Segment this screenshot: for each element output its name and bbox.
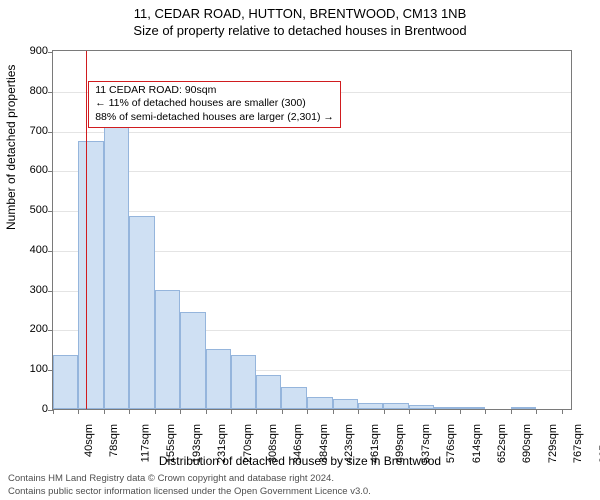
x-tick-label: 40sqm [83,424,95,457]
bar [281,387,307,409]
bar [256,375,281,409]
plot-area: 11 CEDAR ROAD: 90sqm← 11% of detached ho… [52,50,572,410]
y-tick-label: 500 [8,204,48,216]
y-tick-label: 300 [8,284,48,296]
bar [78,141,104,410]
bar [53,355,78,409]
annot-line-1: 11 CEDAR ROAD: 90sqm [95,84,334,98]
annot-line-2: ← 11% of detached houses are smaller (30… [95,97,334,111]
y-tick-label: 600 [8,164,48,176]
bar [434,407,459,409]
bar [206,349,231,409]
marker-line [86,51,87,409]
bar [409,405,434,409]
annotation-box: 11 CEDAR ROAD: 90sqm← 11% of detached ho… [88,81,341,128]
y-tick-label: 900 [8,45,48,57]
y-tick-label: 800 [8,85,48,97]
bar [155,290,180,409]
annot-line-3: 88% of semi-detached houses are larger (… [95,111,334,125]
title-sub: Size of property relative to detached ho… [0,21,600,38]
bar [307,397,332,409]
y-tick-label: 0 [8,403,48,415]
bar [358,403,383,409]
y-tick-label: 400 [8,244,48,256]
x-axis-label: Distribution of detached houses by size … [0,454,600,468]
footer: Contains HM Land Registry data © Crown c… [8,473,371,498]
y-tick-label: 700 [8,125,48,137]
y-tick-label: 200 [8,323,48,335]
y-tick-label: 100 [8,363,48,375]
footer-line-2: Contains public sector information licen… [8,486,371,498]
bar [511,407,536,409]
bar [231,355,256,409]
x-tick-label: 78sqm [108,424,120,457]
bar [459,407,484,409]
title-main: 11, CEDAR ROAD, HUTTON, BRENTWOOD, CM13 … [0,0,600,21]
bar [129,216,154,409]
bar [180,312,206,409]
bar [383,403,409,409]
bar [333,399,358,409]
chart-container: 11, CEDAR ROAD, HUTTON, BRENTWOOD, CM13 … [0,0,600,500]
footer-line-1: Contains HM Land Registry data © Crown c… [8,473,371,485]
bar [104,127,129,409]
